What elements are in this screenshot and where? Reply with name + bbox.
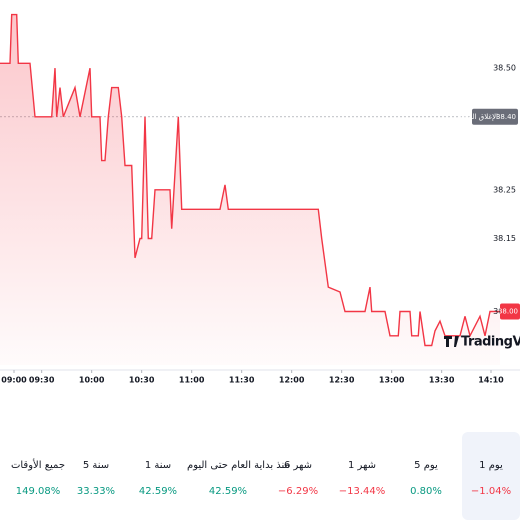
period-label: 1 سنة — [144, 460, 172, 471]
period-cell[interactable]: منذ بداية العام حتى اليوم 42.59% — [187, 432, 290, 520]
previous-close-value: 38.40 — [496, 113, 516, 121]
price-line — [0, 13, 500, 347]
x-tick-label: 11:30 — [229, 376, 255, 385]
last-price-label: 38.00 — [498, 307, 518, 315]
logo-icon — [444, 336, 459, 347]
period-label: 1 شهر — [347, 460, 377, 471]
period-change: −1.04% — [470, 486, 512, 497]
x-tick-label: 10:00 — [79, 376, 105, 385]
period-cell[interactable]: 6 شهر −6.29% — [267, 432, 329, 520]
y-tick-label: 38.15 — [493, 234, 516, 243]
period-label: 5 يوم — [414, 460, 438, 471]
period-change: −6.29% — [277, 486, 319, 497]
period-change: −13.44% — [338, 486, 386, 497]
period-cell[interactable]: جميع الأوقات 149.08% — [7, 432, 69, 520]
period-cell[interactable]: 5 سنة 33.33% — [65, 432, 127, 520]
area-fill — [0, 14, 500, 365]
x-tick-label: 11:00 — [179, 376, 205, 385]
period-change: 42.59% — [138, 486, 178, 497]
logo-text: TradingView — [461, 335, 520, 350]
period-label: منذ بداية العام حتى اليوم — [187, 460, 290, 471]
x-tick-label: 12:30 — [329, 376, 355, 385]
previous-close-badge — [472, 108, 518, 125]
x-tick-label: 09:00 — [1, 376, 27, 385]
performance-row: 1 يوم −1.04% 5 يوم 0.80% 1 شهر −13.44% 6 شهر −6… — [0, 432, 520, 520]
period-cell[interactable]: 1 شهر −13.44% — [331, 432, 393, 520]
y-tick-label: 38.25 — [493, 185, 516, 194]
period-change: 0.80% — [410, 486, 442, 497]
y-tick-label: 38.50 — [493, 64, 516, 73]
period-change: 42.59% — [208, 486, 248, 497]
x-tick-label: 13:00 — [379, 376, 405, 385]
x-tick-label: 09:30 — [29, 376, 55, 385]
period-label: 1 يوم — [479, 460, 503, 471]
period-label: 6 شهر — [283, 460, 313, 471]
period-cell[interactable]: 5 يوم 0.80% — [395, 432, 457, 520]
period-change: 149.08% — [15, 486, 61, 497]
x-tick-label: 10:30 — [129, 376, 155, 385]
period-cell[interactable]: 1 سنة 42.59% — [127, 432, 189, 520]
period-label: 5 سنة — [82, 460, 110, 471]
period-change: 33.33% — [76, 486, 116, 497]
last-price-badge — [500, 303, 520, 320]
period-label: جميع الأوقات — [10, 460, 66, 471]
x-tick-label: 13:30 — [429, 376, 455, 385]
x-tick-label: 14:10 — [478, 376, 504, 385]
x-tick-label: 12:00 — [279, 376, 305, 385]
period-cell[interactable]: 1 يوم −1.04% — [462, 432, 520, 520]
previous-close-text: الإغلاق السابق — [456, 113, 498, 121]
